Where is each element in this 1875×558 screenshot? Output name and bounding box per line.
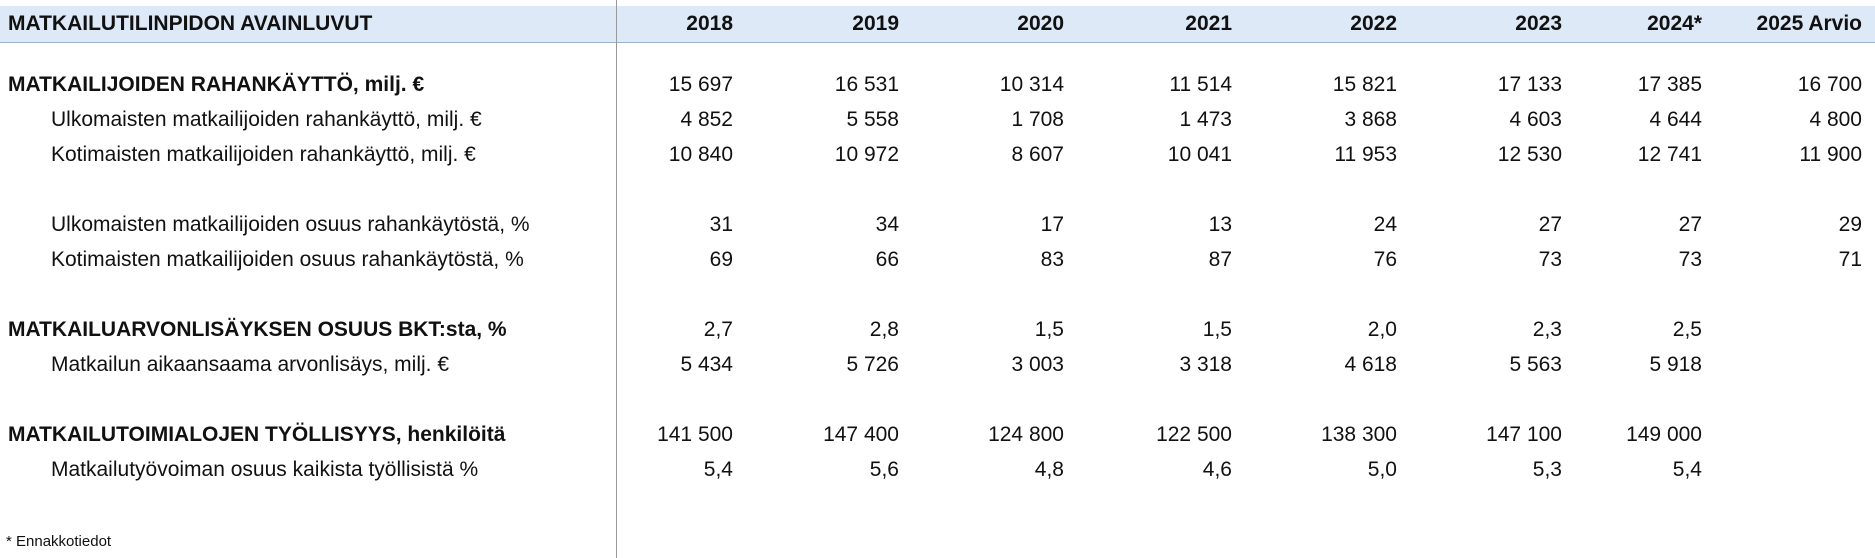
cell-value: 87: [1208, 248, 1232, 271]
cell-value: 2,7: [703, 318, 733, 341]
cell-value: 149 000: [1626, 423, 1702, 446]
cell-value: 4 800: [1809, 108, 1862, 131]
cell-value: 141 500: [657, 423, 733, 446]
cell-value: 16 700: [1797, 73, 1862, 96]
column-header: 2023: [1515, 12, 1562, 35]
column-header: 2020: [1017, 12, 1064, 35]
cell-value: 10 840: [668, 143, 733, 166]
cell-value: 3 003: [1011, 353, 1064, 376]
cell-value: 76: [1373, 248, 1397, 271]
header-band: [0, 6, 1875, 43]
row-label: Ulkomaisten matkailijoiden osuus rahankä…: [51, 213, 530, 236]
cell-value: 5,3: [1532, 458, 1562, 481]
cell-value: 12 530: [1497, 143, 1562, 166]
cell-value: 5,6: [869, 458, 899, 481]
cell-value: 2,8: [869, 318, 899, 341]
cell-value: 147 400: [823, 423, 899, 446]
cell-value: 124 800: [988, 423, 1064, 446]
cell-value: 1,5: [1034, 318, 1064, 341]
cell-value: 5,0: [1367, 458, 1397, 481]
cell-value: 10 972: [834, 143, 899, 166]
cell-value: 31: [709, 213, 733, 236]
cell-value: 4,6: [1202, 458, 1232, 481]
column-header: 2024*: [1647, 12, 1702, 35]
cell-value: 5 918: [1649, 353, 1702, 376]
cell-value: 147 100: [1486, 423, 1562, 446]
column-header: 2021: [1185, 12, 1232, 35]
cell-value: 17: [1040, 213, 1064, 236]
column-header: 2025 Arvio: [1756, 12, 1862, 35]
cell-value: 15 697: [668, 73, 733, 96]
cell-value: 1 473: [1179, 108, 1232, 131]
cell-value: 4 644: [1649, 108, 1702, 131]
table-title: MATKAILUTILINPIDON AVAINLUVUT: [8, 12, 373, 35]
cell-value: 69: [709, 248, 733, 271]
cell-value: 10 041: [1167, 143, 1232, 166]
cell-value: 3 318: [1179, 353, 1232, 376]
cell-value: 5,4: [1672, 458, 1702, 481]
cell-value: 5 726: [846, 353, 899, 376]
cell-value: 8 607: [1011, 143, 1064, 166]
cell-value: 24: [1373, 213, 1397, 236]
column-header: 2022: [1350, 12, 1397, 35]
row-label: Kotimaisten matkailijoiden osuus rahankä…: [51, 248, 524, 271]
cell-value: 66: [875, 248, 899, 271]
cell-value: 16 531: [834, 73, 899, 96]
cell-value: 27: [1678, 213, 1702, 236]
row-heading: MATKAILUARVONLISÄYKSEN OSUUS BKT:sta, %: [8, 318, 507, 341]
cell-value: 17 133: [1497, 73, 1562, 96]
cell-value: 5 563: [1509, 353, 1562, 376]
cell-value: 138 300: [1321, 423, 1397, 446]
cell-value: 12 741: [1637, 143, 1702, 166]
footnote: * Ennakkotiedot: [6, 533, 112, 550]
column-divider: [616, 0, 617, 558]
cell-value: 73: [1678, 248, 1702, 271]
cell-value: 2,5: [1672, 318, 1702, 341]
cell-value: 17 385: [1637, 73, 1702, 96]
row-heading: MATKAILIJOIDEN RAHANKÄYTTÖ, milj. €: [8, 73, 425, 96]
cell-value: 122 500: [1156, 423, 1232, 446]
cell-value: 73: [1538, 248, 1562, 271]
cell-value: 1 708: [1011, 108, 1064, 131]
cell-value: 34: [875, 213, 899, 236]
cell-value: 4 618: [1344, 353, 1397, 376]
column-header: 2018: [686, 12, 733, 35]
cell-value: 4 603: [1509, 108, 1562, 131]
cell-value: 4 852: [680, 108, 733, 131]
row-label: Ulkomaisten matkailijoiden rahankäyttö, …: [51, 108, 482, 131]
column-header: 2019: [852, 12, 899, 35]
cell-value: 11 514: [1169, 73, 1232, 96]
cell-value: 13: [1208, 213, 1232, 236]
cell-value: 11 900: [1799, 143, 1862, 166]
cell-value: 10 314: [999, 73, 1064, 96]
cell-value: 71: [1838, 248, 1862, 271]
row-label: Matkailun aikaansaama arvonlisäys, milj.…: [51, 353, 450, 376]
cell-value: 5,4: [703, 458, 733, 481]
row-heading: MATKAILUTOIMIALOJEN TYÖLLISYYS, henkilöi…: [8, 423, 506, 446]
cell-value: 5 558: [846, 108, 899, 131]
cell-value: 83: [1040, 248, 1064, 271]
cell-value: 15 821: [1332, 73, 1397, 96]
cell-value: 11 953: [1334, 143, 1397, 166]
row-label: Matkailutyövoiman osuus kaikista työllis…: [51, 458, 479, 481]
cell-value: 4,8: [1034, 458, 1064, 481]
cell-value: 5 434: [680, 353, 733, 376]
cell-value: 3 868: [1344, 108, 1397, 131]
cell-value: 29: [1838, 213, 1862, 236]
cell-value: 27: [1538, 213, 1562, 236]
cell-value: 2,3: [1532, 318, 1562, 341]
cell-value: 1,5: [1202, 318, 1232, 341]
cell-value: 2,0: [1367, 318, 1397, 341]
row-label: Kotimaisten matkailijoiden rahankäyttö, …: [51, 143, 476, 166]
